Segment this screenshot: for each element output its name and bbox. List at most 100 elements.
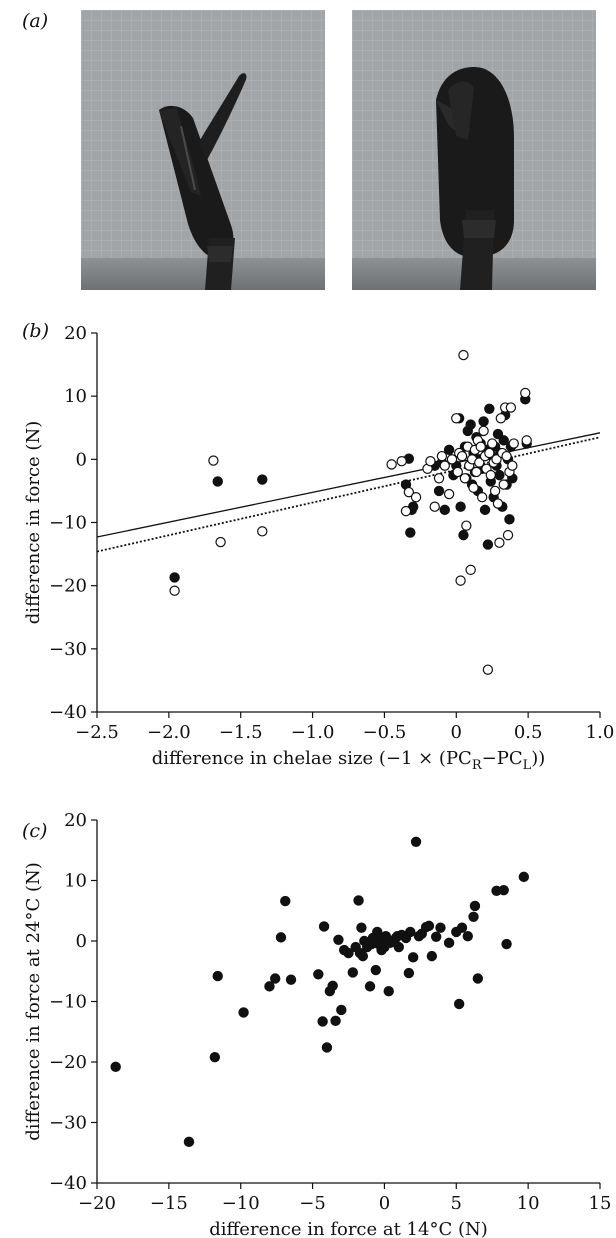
data-point-open — [521, 435, 532, 446]
data-point-open — [505, 402, 517, 413]
x-tick-label: 0.5 — [514, 722, 543, 743]
data-point-open — [400, 505, 412, 517]
data-point-filled — [280, 895, 291, 907]
data-point-filled — [183, 1136, 195, 1148]
x-tick-label: −2.0 — [147, 722, 191, 743]
data-point-filled — [336, 1004, 347, 1016]
data-point-filled — [430, 931, 442, 942]
data-point-open — [461, 520, 472, 531]
x-tick-label: 0 — [379, 1193, 390, 1214]
data-point-filled — [327, 980, 338, 991]
y-tick-label: −40 — [49, 1173, 87, 1194]
x-tick-label: 1.0 — [586, 722, 615, 743]
y-tick-label: −20 — [49, 1052, 87, 1073]
x-tick-label: −20 — [78, 1193, 116, 1214]
panel-b-label: (b) — [22, 320, 49, 342]
crab-claw-open-icon — [81, 10, 325, 290]
data-point-filled — [462, 930, 473, 942]
regression-line-solid — [96, 432, 601, 538]
x-tick-label: −1.5 — [219, 722, 263, 743]
data-point-filled — [443, 937, 455, 949]
data-point-filled — [498, 435, 509, 446]
x-axis-label-subscript: R — [472, 758, 483, 770]
data-point-open — [386, 459, 397, 470]
data-point-filled — [518, 871, 530, 883]
data-point-filled — [433, 485, 445, 497]
data-point-open — [429, 501, 440, 512]
data-point-filled — [364, 981, 376, 992]
data-point-filled — [333, 934, 344, 945]
y-tick-label: 20 — [64, 323, 87, 344]
data-point-filled — [347, 967, 359, 978]
y-tick-label: 10 — [64, 871, 87, 892]
data-point-filled — [456, 922, 468, 933]
data-point-filled — [410, 836, 422, 847]
data-point-open — [396, 456, 407, 467]
data-point-open — [433, 473, 445, 484]
data-point-filled — [353, 895, 364, 906]
data-point-open — [465, 564, 476, 576]
data-point-open — [257, 526, 268, 537]
data-point-filled — [209, 1051, 221, 1063]
data-point-open — [455, 575, 466, 586]
data-point-filled — [317, 1016, 328, 1027]
data-point-open — [403, 486, 415, 498]
photo-closed-claw — [352, 10, 596, 290]
data-point-open — [446, 454, 458, 465]
x-tick-label: −1.0 — [291, 722, 335, 743]
y-tick-label: −10 — [49, 992, 87, 1013]
data-point-open — [215, 536, 226, 548]
crab-claw-closed-icon — [352, 10, 596, 290]
x-axis-label-subscript: L — [523, 758, 532, 770]
data-point-filled — [392, 930, 403, 942]
data-point-filled — [110, 1061, 121, 1073]
data-point-open — [498, 479, 509, 490]
data-point-filled — [458, 529, 469, 541]
y-tick-label: −20 — [49, 576, 87, 597]
y-tick-label: 0 — [76, 931, 87, 952]
data-point-open — [474, 457, 485, 468]
data-point-open — [456, 450, 468, 462]
data-point-filled — [484, 403, 495, 415]
data-point-open — [208, 455, 219, 466]
y-tick-label: 20 — [64, 810, 87, 831]
x-axis-label: difference in chelae size (−1 × (PCR−PCL… — [152, 748, 546, 770]
data-point-open — [482, 664, 494, 675]
data-point-filled — [504, 514, 515, 525]
y-axis-label: difference in force (N) — [23, 421, 44, 624]
data-point-open — [491, 454, 502, 465]
x-tick-label: −10 — [222, 1193, 260, 1214]
data-point-filled — [482, 539, 494, 550]
data-point-filled — [469, 900, 481, 912]
y-tick-label: −40 — [49, 702, 87, 723]
data-point-filled — [468, 911, 479, 923]
data-point-filled — [212, 476, 223, 487]
data-point-open — [475, 441, 486, 452]
data-point-filled — [393, 941, 404, 953]
data-point-open — [495, 413, 507, 424]
regression-line-dotted — [96, 436, 601, 553]
data-point-filled — [270, 973, 281, 984]
data-point-open — [425, 456, 436, 467]
y-tick-label: 10 — [64, 386, 87, 407]
x-axis-label-part: difference in chelae size (−1 × (PC — [152, 748, 472, 769]
data-point-filled — [321, 1042, 333, 1053]
data-point-filled — [405, 926, 416, 938]
data-point-open — [436, 450, 448, 462]
panel-c-label: (c) — [22, 820, 48, 842]
data-point-filled — [498, 884, 509, 896]
data-point-open — [502, 529, 514, 541]
x-tick-label: −0.5 — [363, 722, 407, 743]
y-tick-label: −30 — [49, 639, 87, 660]
data-point-filled — [472, 973, 484, 984]
panel-a-label: (a) — [22, 10, 49, 32]
data-point-open — [484, 447, 495, 459]
data-point-filled — [435, 922, 446, 933]
x-tick-label: −15 — [150, 1193, 188, 1214]
data-point-filled — [383, 986, 394, 997]
data-point-filled — [407, 952, 419, 963]
data-point-filled — [370, 964, 382, 976]
data-point-filled — [212, 970, 223, 982]
data-point-open — [476, 492, 488, 503]
